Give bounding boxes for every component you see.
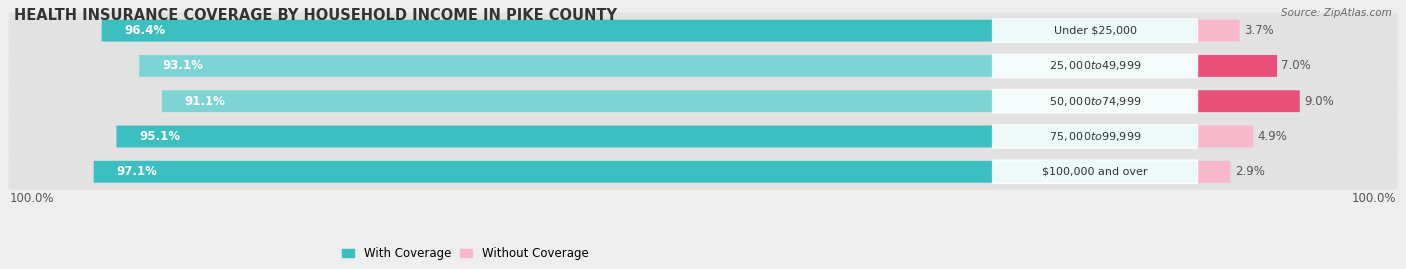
FancyBboxPatch shape [8,48,1398,84]
FancyBboxPatch shape [8,83,1398,119]
Text: 7.0%: 7.0% [1281,59,1312,72]
Text: 3.7%: 3.7% [1244,24,1274,37]
Text: $75,000 to $99,999: $75,000 to $99,999 [1049,130,1142,143]
FancyBboxPatch shape [1197,55,1277,77]
FancyBboxPatch shape [991,160,1198,184]
FancyBboxPatch shape [1197,20,1240,42]
Text: $100,000 and over: $100,000 and over [1042,167,1147,177]
FancyBboxPatch shape [991,124,1198,149]
FancyBboxPatch shape [1197,90,1299,112]
FancyBboxPatch shape [991,54,1198,78]
FancyBboxPatch shape [139,55,1198,77]
Text: 96.4%: 96.4% [125,24,166,37]
FancyBboxPatch shape [94,161,1198,183]
FancyBboxPatch shape [117,126,1198,147]
FancyBboxPatch shape [991,18,1198,43]
Text: 100.0%: 100.0% [1351,192,1396,205]
Text: Source: ZipAtlas.com: Source: ZipAtlas.com [1281,8,1392,18]
Text: HEALTH INSURANCE COVERAGE BY HOUSEHOLD INCOME IN PIKE COUNTY: HEALTH INSURANCE COVERAGE BY HOUSEHOLD I… [14,8,617,23]
Text: 93.1%: 93.1% [162,59,202,72]
Text: 2.9%: 2.9% [1234,165,1264,178]
FancyBboxPatch shape [162,90,1198,112]
Text: $25,000 to $49,999: $25,000 to $49,999 [1049,59,1142,72]
Text: 97.1%: 97.1% [117,165,157,178]
FancyBboxPatch shape [1197,126,1253,147]
Legend: With Coverage, Without Coverage: With Coverage, Without Coverage [343,247,589,260]
Text: 100.0%: 100.0% [10,192,55,205]
FancyBboxPatch shape [8,13,1398,49]
FancyBboxPatch shape [1197,161,1230,183]
FancyBboxPatch shape [101,20,1198,42]
FancyBboxPatch shape [8,118,1398,154]
Text: 95.1%: 95.1% [139,130,180,143]
Text: $50,000 to $74,999: $50,000 to $74,999 [1049,95,1142,108]
Text: Under $25,000: Under $25,000 [1053,26,1136,36]
Text: 4.9%: 4.9% [1257,130,1288,143]
Text: 9.0%: 9.0% [1305,95,1334,108]
FancyBboxPatch shape [991,89,1198,114]
Text: 91.1%: 91.1% [184,95,226,108]
FancyBboxPatch shape [8,154,1398,190]
